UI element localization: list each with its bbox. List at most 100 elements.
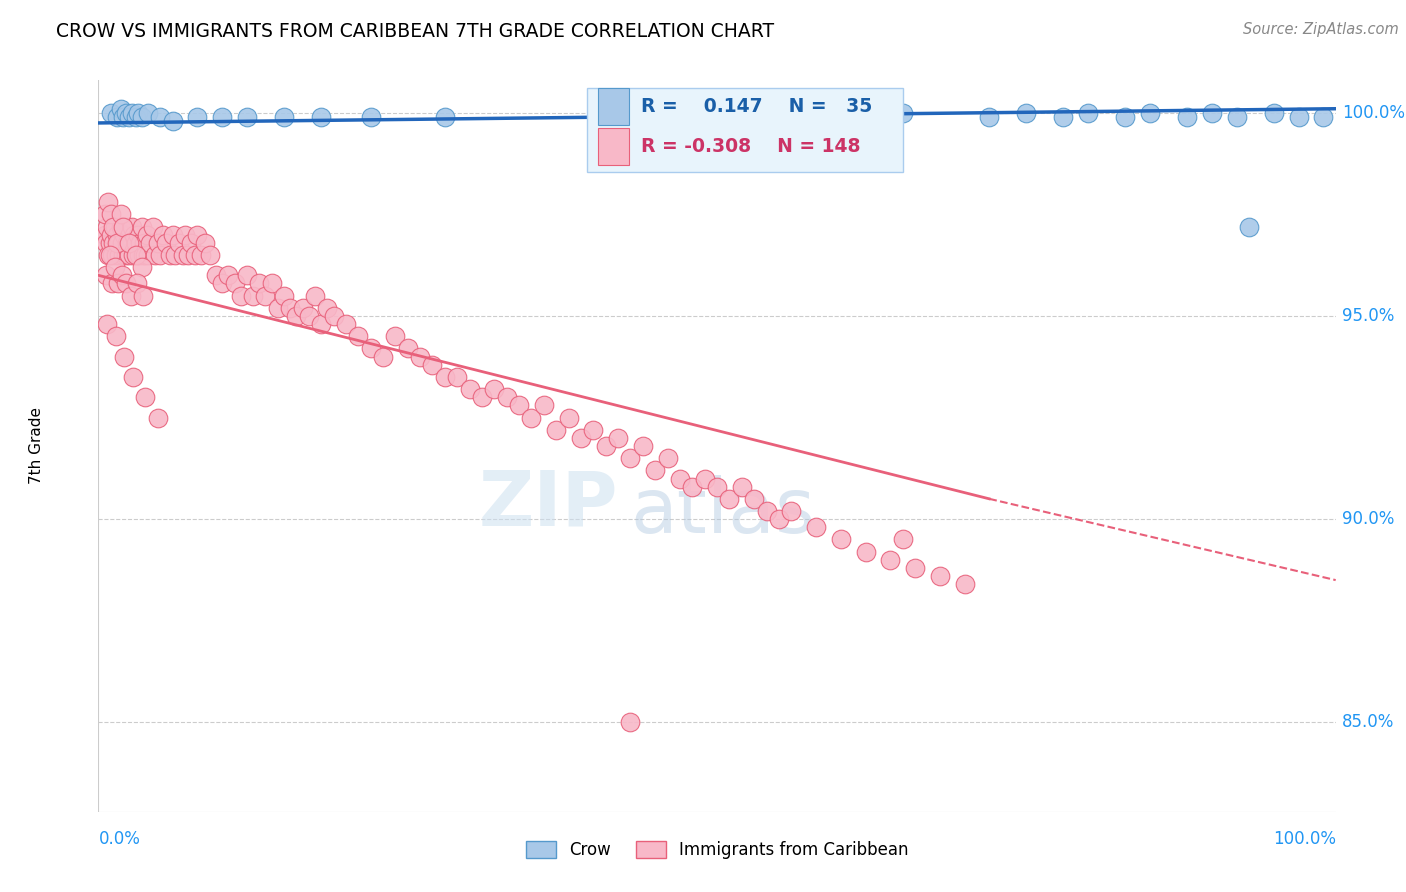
Point [121,219,143,234]
Point [335,317,357,331]
Point [979,110,1001,124]
Point [1237,219,1260,234]
Point [780,504,803,518]
Point [112,219,135,234]
Text: CROW VS IMMIGRANTS FROM CARIBBEAN 7TH GRADE CORRELATION CHART: CROW VS IMMIGRANTS FROM CARIBBEAN 7TH GR… [56,22,775,41]
Point [804,520,827,534]
Text: R =    0.147    N =   35: R = 0.147 N = 35 [641,97,872,116]
Point [619,715,641,730]
Point [104,329,127,343]
Point [112,110,135,124]
Point [953,577,976,591]
Point [100,227,122,242]
Point [136,105,159,120]
Point [139,235,162,250]
Point [98,248,121,262]
Point [422,358,444,372]
Point [98,235,121,250]
Point [107,235,129,250]
Point [121,105,143,120]
Point [100,105,122,120]
Point [118,110,141,124]
Point [1175,110,1198,124]
Text: 100.0%: 100.0% [1341,103,1405,122]
Point [143,248,166,262]
Point [120,235,142,250]
Point [718,491,741,506]
Point [236,268,259,283]
Point [360,342,382,356]
Point [855,544,877,558]
Point [693,471,716,485]
Point [706,480,728,494]
Point [1114,110,1136,124]
Point [278,301,301,315]
Text: Source: ZipAtlas.com: Source: ZipAtlas.com [1243,22,1399,37]
Point [1015,105,1038,120]
Point [891,533,914,547]
Point [129,235,152,250]
Point [131,260,153,275]
Point [247,277,270,291]
Point [631,439,654,453]
Point [309,110,332,124]
Point [96,317,118,331]
Point [285,309,308,323]
Point [607,431,630,445]
Point [582,423,605,437]
Point [1139,105,1161,120]
Point [1077,105,1099,120]
Point [260,277,283,291]
Point [291,301,314,315]
Point [180,235,202,250]
Point [755,504,778,518]
Point [198,248,221,262]
Point [409,350,432,364]
Text: 90.0%: 90.0% [1341,510,1395,528]
Point [125,248,148,262]
Point [681,480,703,494]
Point [118,235,141,250]
Point [134,235,156,250]
Point [100,207,122,221]
Point [122,248,145,262]
Point [619,451,641,466]
Point [433,110,456,124]
Point [131,219,153,234]
Point [205,268,228,283]
Point [1226,110,1249,124]
Point [94,268,117,283]
Text: atlas: atlas [630,475,815,549]
Point [495,390,517,404]
Point [97,248,120,262]
Point [162,227,184,242]
Point [1263,105,1285,120]
Point [124,227,146,242]
Point [891,105,914,120]
Point [117,219,139,234]
Point [93,227,115,242]
Point [136,248,159,262]
Point [1312,110,1334,124]
Point [103,260,125,275]
Point [135,227,157,242]
Point [127,227,149,242]
Point [855,110,877,124]
Point [229,288,252,302]
Point [134,248,156,262]
Point [267,301,290,315]
Point [371,350,394,364]
Point [309,317,332,331]
Point [446,370,468,384]
Point [125,277,148,291]
Point [155,235,177,250]
Point [904,561,927,575]
Point [484,382,506,396]
Point [152,227,174,242]
Point [128,248,150,262]
Point [322,309,344,323]
Point [433,370,456,384]
Point [114,277,136,291]
Point [107,277,129,291]
Point [103,219,125,234]
